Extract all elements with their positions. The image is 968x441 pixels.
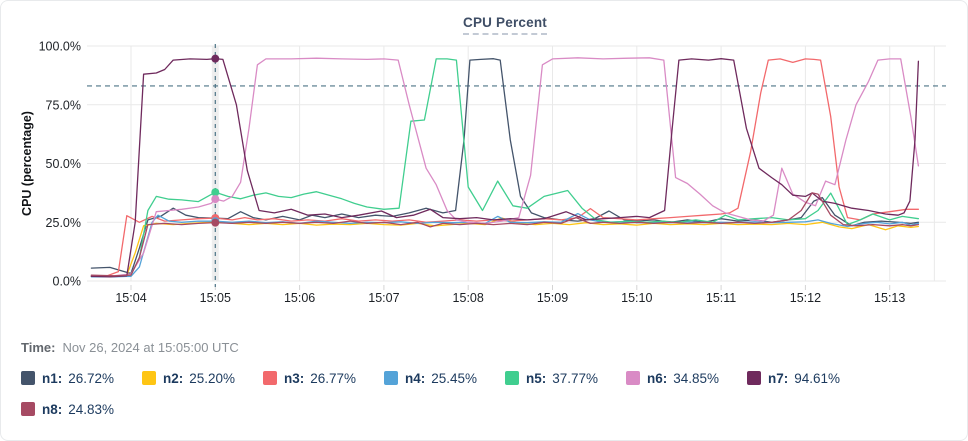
legend-item-n2[interactable]: n2: 25.20% [142, 367, 263, 389]
legend-swatch-n4 [384, 371, 398, 385]
x-tick-label: 15:04 [115, 291, 146, 305]
y-tick-label: 0.0% [53, 275, 82, 289]
legend-item-n1[interactable]: n1: 26.72% [21, 367, 142, 389]
y-axis-title: CPU (percentage) [20, 111, 34, 216]
legend-series-name: n5: [526, 370, 547, 386]
legend: n1: 26.72% n2: 25.20% n3: 26.77% n4: 25.45% n5: 3… [1, 367, 967, 420]
legend-item-n8[interactable]: n8: 24.83% [21, 398, 142, 420]
legend-series-value: 34.85% [673, 370, 720, 386]
legend-item-n6[interactable]: n6: 34.85% [626, 367, 747, 389]
time-value: Nov 26, 2024 at 15:05:00 UTC [62, 340, 239, 355]
legend-series-value: 26.77% [310, 370, 357, 386]
cursor-dot-n8 [211, 218, 220, 227]
legend-swatch-n2 [142, 371, 156, 385]
legend-series-name: n6: [647, 370, 668, 386]
legend-series-value: 94.61% [794, 370, 841, 386]
x-tick-label: 15:10 [621, 291, 652, 305]
y-tick-label: 75.0% [46, 98, 81, 112]
x-tick-label: 15:11 [706, 291, 736, 305]
legend-swatch-n7 [747, 371, 761, 385]
y-tick-label: 50.0% [46, 157, 81, 171]
legend-swatch-n6 [626, 371, 640, 385]
legend-item-n5[interactable]: n5: 37.77% [505, 367, 626, 389]
legend-swatch-n5 [505, 371, 519, 385]
cursor-band [211, 46, 219, 281]
x-tick-label: 15:07 [368, 291, 399, 305]
legend-item-n7[interactable]: n7: 94.61% [747, 367, 868, 389]
legend-series-value: 25.20% [189, 370, 236, 386]
legend-series-name: n1: [42, 370, 63, 386]
cursor-time-row: Time: Nov 26, 2024 at 15:05:00 UTC [1, 340, 967, 358]
legend-swatch-n3 [263, 371, 277, 385]
x-tick-label: 15:13 [874, 291, 905, 305]
legend-series-value: 37.77% [552, 370, 599, 386]
series-line-n5 [90, 58, 920, 277]
cursor-dot-n5 [211, 188, 220, 197]
legend-series-value: 24.83% [68, 401, 115, 417]
cpu-chart-canvas[interactable]: 100.0% 75.0% 50.0% 25.0% 0.0% 15:04 15:05 15:06… [1, 38, 968, 326]
chart-header: CPU Percent [1, 1, 967, 38]
x-tick-label: 15:12 [790, 291, 821, 305]
legend-series-value: 25.45% [431, 370, 478, 386]
legend-series-name: n8: [42, 401, 63, 417]
y-tick-label: 25.0% [46, 216, 81, 230]
series-line-n8 [90, 192, 920, 277]
cursor-dot-n7 [211, 54, 220, 63]
series-line-n6 [90, 57, 920, 277]
y-tick-label: 100.0% [39, 40, 81, 54]
legend-series-name: n4: [405, 370, 426, 386]
x-tick-label: 15:09 [537, 291, 568, 305]
cursor-dot-n6 [211, 195, 220, 204]
legend-item-n3[interactable]: n3: 26.77% [263, 367, 384, 389]
legend-series-name: n3: [284, 370, 305, 386]
legend-item-n4[interactable]: n4: 25.45% [384, 367, 505, 389]
legend-series-name: n2: [163, 370, 184, 386]
legend-swatch-n1 [21, 371, 35, 385]
x-tick-label: 15:08 [453, 291, 484, 305]
x-tick-label: 15:06 [284, 291, 315, 305]
legend-swatch-n8 [21, 402, 35, 416]
chart-title[interactable]: CPU Percent [463, 15, 547, 35]
legend-series-name: n7: [768, 370, 789, 386]
legend-series-value: 26.72% [68, 370, 115, 386]
x-tick-label: 15:05 [200, 291, 231, 305]
time-label: Time: [21, 340, 56, 355]
